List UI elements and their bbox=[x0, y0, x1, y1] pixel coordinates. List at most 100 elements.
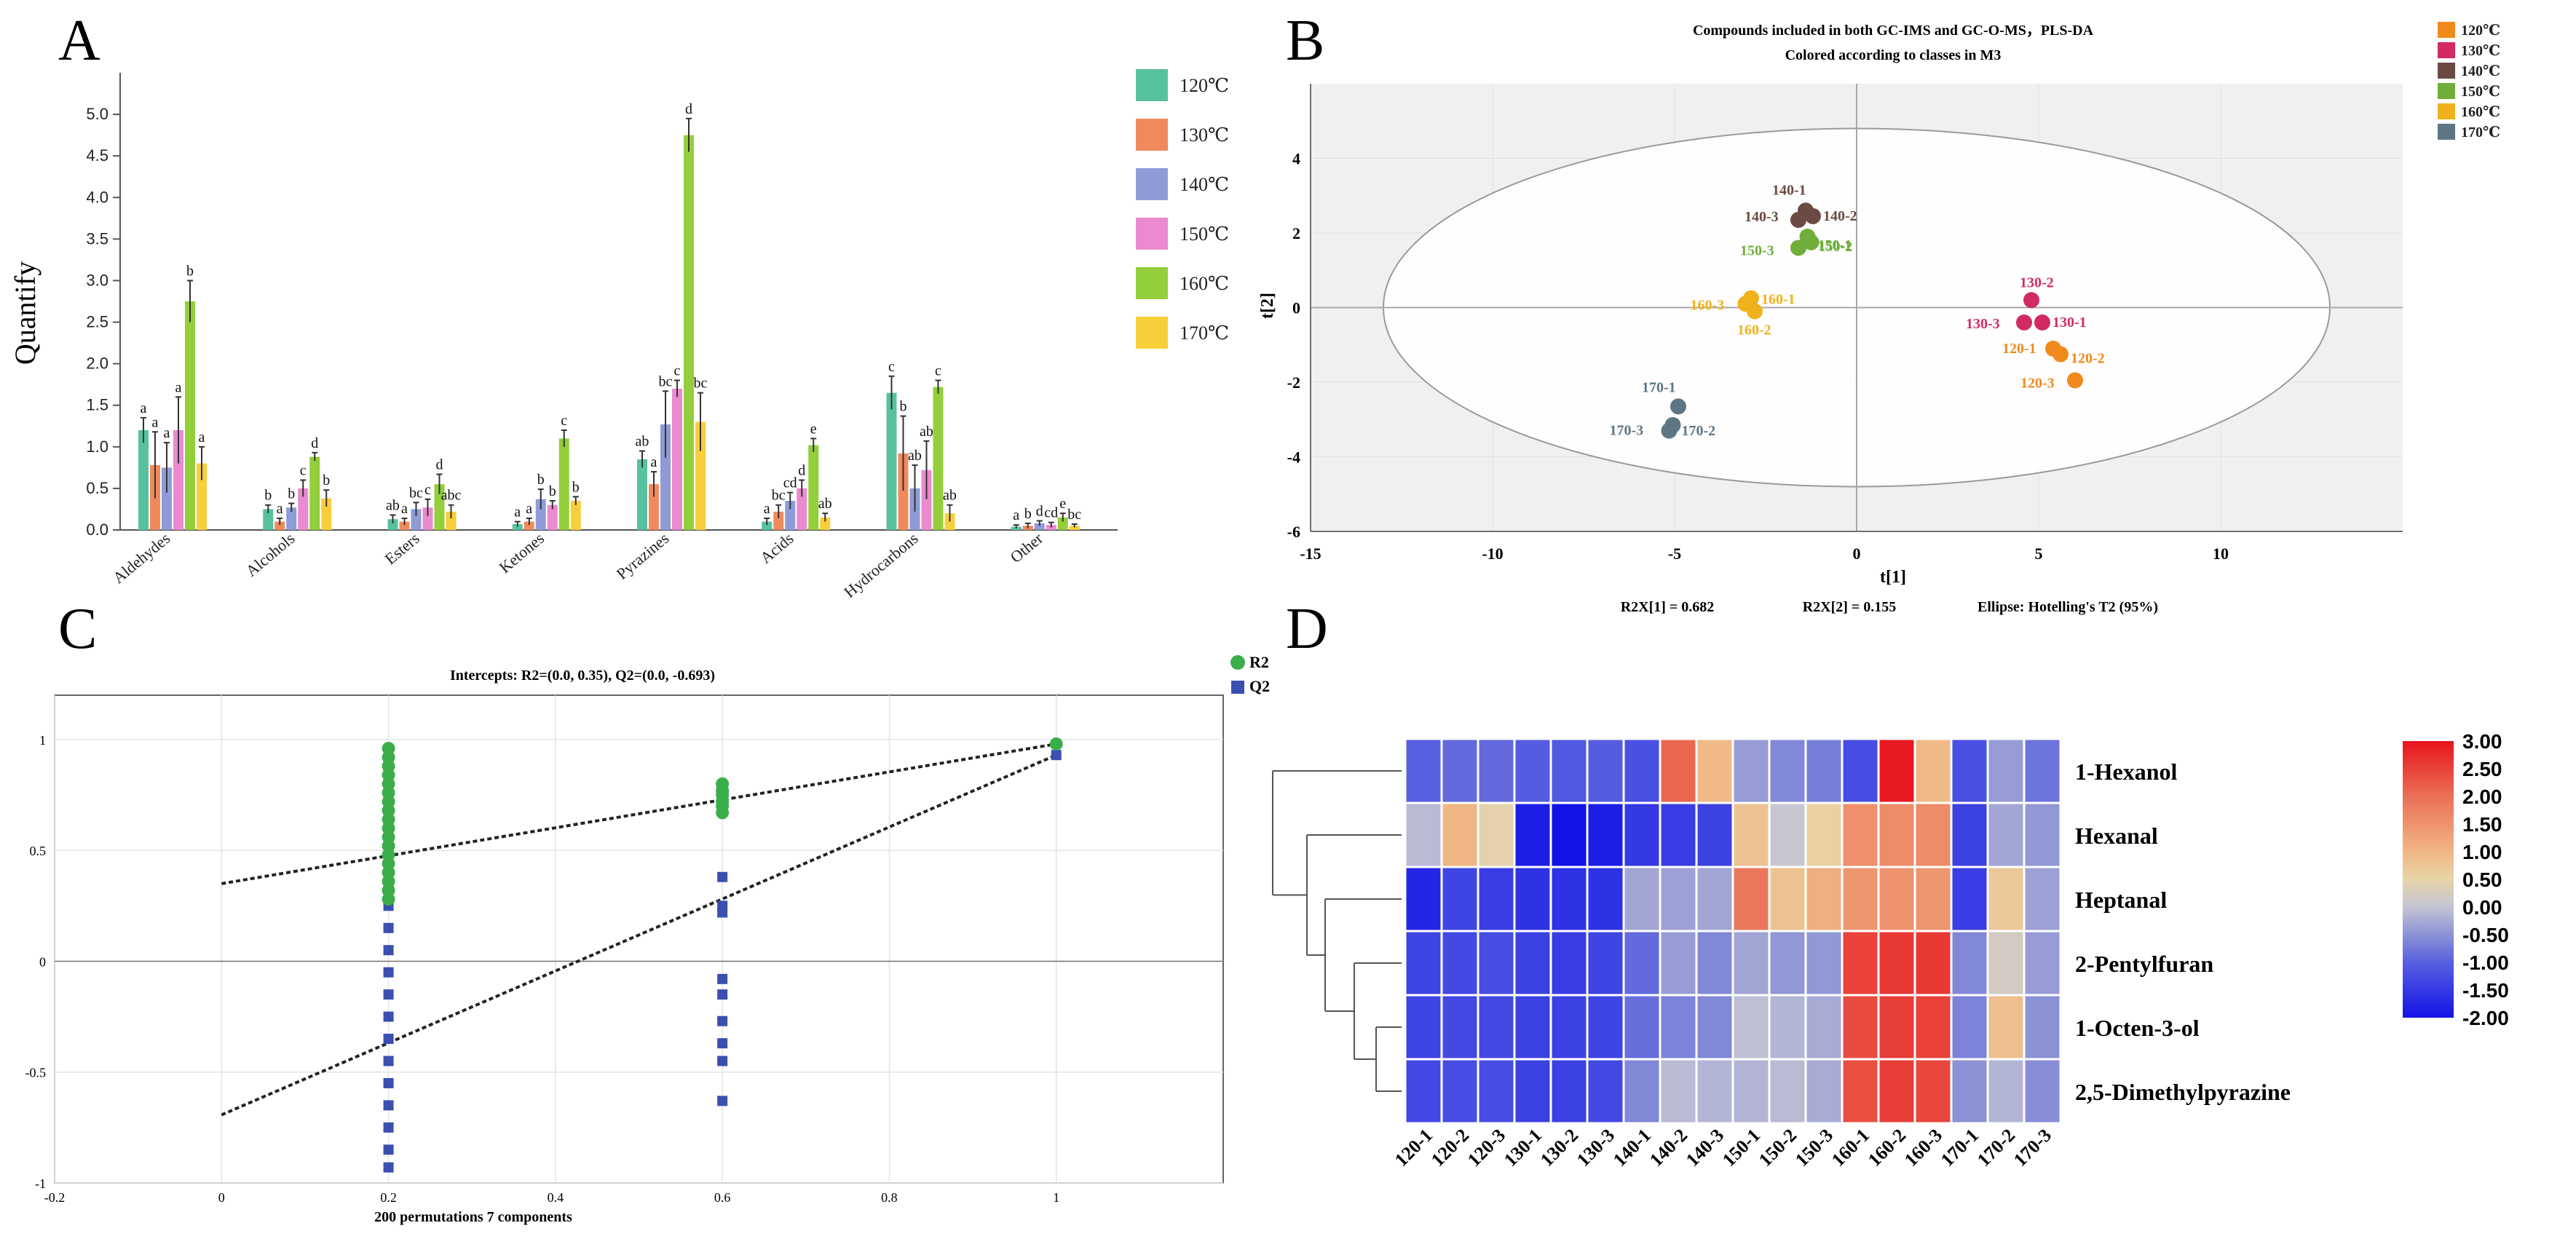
heatmap-cell bbox=[1622, 994, 1662, 1061]
bar bbox=[672, 388, 682, 530]
heatmap-cell bbox=[1804, 1058, 1844, 1125]
heatmap-cell bbox=[1986, 1058, 2026, 1125]
heatmap-scale-label: -0.50 bbox=[2462, 924, 2509, 946]
plsda-point-label: 140-1 bbox=[1772, 182, 1806, 198]
heatmap-cell bbox=[1986, 737, 2026, 804]
heatmap-cell bbox=[1731, 866, 1771, 933]
plsda-point bbox=[2016, 314, 2032, 330]
panel-letter-b: B bbox=[1286, 9, 1324, 73]
plsda-x-tick-label: -5 bbox=[1668, 545, 1681, 563]
heatmap-cell bbox=[1731, 801, 1771, 868]
bar bbox=[274, 521, 285, 530]
plsda-point bbox=[1737, 296, 1754, 312]
heatmap-cell bbox=[1513, 930, 1552, 997]
bar bbox=[524, 521, 534, 530]
heatmap-cell bbox=[1622, 866, 1662, 933]
bar bbox=[785, 501, 796, 530]
bar bbox=[684, 135, 694, 531]
permutation-x-tick-label: 0.4 bbox=[548, 1190, 564, 1205]
significance-letter: d bbox=[798, 462, 805, 478]
bar bbox=[321, 498, 332, 530]
plsda-point-label: 120-2 bbox=[2071, 351, 2105, 367]
bar-chart-y-tick-label: 4.0 bbox=[86, 188, 108, 206]
heatmap-cell bbox=[1440, 994, 1479, 1061]
bar bbox=[173, 429, 183, 530]
plsda-point-label: 130-1 bbox=[2052, 314, 2087, 330]
bar-chart-y-tick-label: 0.5 bbox=[86, 479, 108, 497]
bar bbox=[197, 463, 207, 530]
bar bbox=[162, 467, 172, 530]
significance-letter: a bbox=[175, 379, 182, 395]
bar bbox=[399, 521, 410, 530]
significance-letter: c bbox=[935, 363, 941, 379]
legend-swatch bbox=[1136, 119, 1168, 151]
heatmap-cell bbox=[1586, 930, 1625, 997]
heatmap-cell bbox=[2023, 866, 2062, 933]
permutation-title: Intercepts: R2=(0.0, 0.35), Q2=(0.0, -0.… bbox=[450, 668, 715, 684]
significance-letter: c bbox=[674, 363, 681, 379]
heatmap-cell bbox=[1513, 866, 1552, 933]
significance-letter: b bbox=[537, 472, 545, 488]
q2-point bbox=[717, 1016, 728, 1026]
q2-point bbox=[383, 1122, 394, 1133]
bar-chart-y-label: Quantify bbox=[9, 261, 42, 365]
significance-letter: a bbox=[764, 501, 770, 517]
bar bbox=[773, 511, 784, 530]
heatmap-cell bbox=[1913, 1058, 1953, 1125]
heatmap-cell bbox=[1622, 930, 1662, 997]
plsda-y-label: t[2] bbox=[1258, 293, 1277, 319]
heatmap-cell bbox=[1841, 801, 1880, 868]
heatmap-cell bbox=[1477, 737, 1516, 804]
heatmap-cell bbox=[1877, 866, 1916, 933]
bar bbox=[637, 459, 647, 530]
heatmap-row-label: Heptanal bbox=[2075, 887, 2167, 913]
permutation-grid bbox=[54, 695, 1223, 1184]
heatmap-cell bbox=[1586, 801, 1625, 868]
plsda-x-tick-label: -10 bbox=[1482, 545, 1503, 563]
heatmap-cell bbox=[1913, 866, 1953, 933]
plsda-point bbox=[1790, 212, 1806, 229]
heatmap-color-scale-ticks: 3.00 2.50 2.00 1.50 1.00 0.50 0.00 -0.50 -1.00 -1… bbox=[2462, 730, 2509, 1029]
q2-regression-line bbox=[221, 753, 1057, 1117]
legend-swatch bbox=[1136, 267, 1168, 299]
plsda-x-tick-label: 0 bbox=[1853, 545, 1861, 563]
bar-chart-y-tick-label: 5.0 bbox=[86, 105, 108, 123]
heatmap-cell bbox=[1950, 930, 1989, 997]
heatmap-cell bbox=[1841, 930, 1880, 997]
heatmap-cell bbox=[1659, 866, 1698, 933]
bar bbox=[886, 392, 897, 530]
heatmap-cell bbox=[1804, 866, 1844, 933]
bar bbox=[1046, 525, 1056, 530]
heatmap-scale-label: 2.00 bbox=[2462, 785, 2502, 808]
heatmap-cell bbox=[1950, 1058, 1989, 1125]
significance-letter: bc bbox=[772, 488, 786, 504]
significance-letter: bc bbox=[1067, 507, 1081, 523]
heatmap-cell bbox=[1513, 737, 1552, 804]
plsda-point-label: 150-3 bbox=[1740, 243, 1774, 259]
heatmap-cell bbox=[1877, 1058, 1916, 1125]
significance-letter: abc bbox=[441, 488, 462, 504]
q2-point bbox=[717, 1056, 728, 1066]
heatmap-row-label: 2-Pentylfuran bbox=[2075, 951, 2213, 977]
significance-letter: e bbox=[810, 421, 817, 437]
heatmap-dendrogram bbox=[1272, 770, 1402, 1092]
heatmap-cell bbox=[1477, 994, 1516, 1061]
bar bbox=[921, 470, 932, 530]
heatmap-cell bbox=[1841, 1058, 1880, 1125]
significance-letter: d bbox=[685, 101, 692, 117]
heatmap-cell bbox=[1731, 930, 1771, 997]
plsda-legend-swatch bbox=[2438, 124, 2455, 140]
permutation-x-label: 200 permutations 7 components bbox=[374, 1209, 572, 1225]
bar-chart-legend: 120℃ 130℃ 140℃ 150℃ 160℃ 170℃ bbox=[1136, 69, 1229, 349]
significance-letter: b bbox=[900, 399, 907, 415]
bar-chart-y-tick-label: 4.5 bbox=[86, 146, 108, 165]
plsda-y-tick-label: 4 bbox=[1292, 150, 1300, 168]
plsda-point bbox=[2067, 372, 2083, 389]
plsda-point-label: 160-1 bbox=[1761, 292, 1795, 308]
significance-letter: a bbox=[277, 501, 283, 517]
heatmap-cell bbox=[2023, 994, 2062, 1061]
heatmap-scale-label: 2.50 bbox=[2462, 758, 2502, 780]
heatmap-cell bbox=[1659, 930, 1698, 997]
bar-chart-y-tick-label: 1.5 bbox=[86, 396, 108, 414]
plsda-legend-label: 140℃ bbox=[2461, 63, 2500, 79]
